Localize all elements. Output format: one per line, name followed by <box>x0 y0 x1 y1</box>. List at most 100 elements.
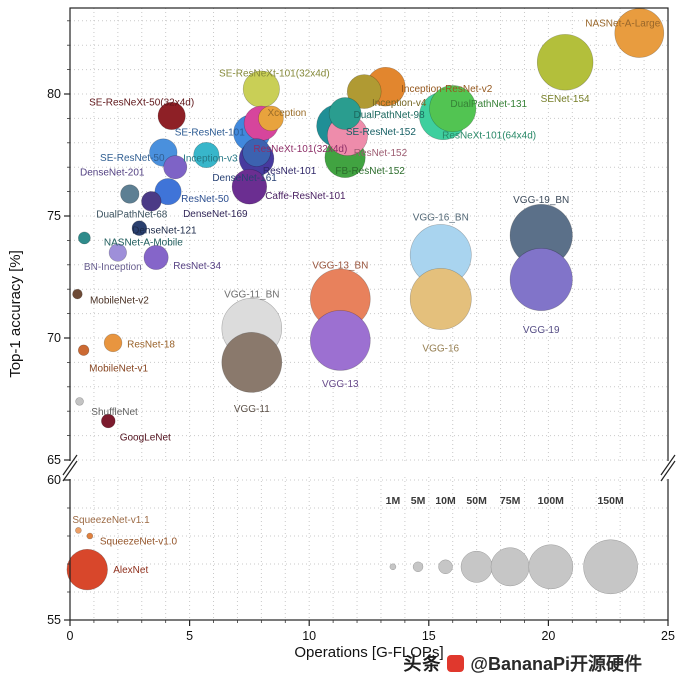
data-point-label: ResNet-18 <box>127 339 175 350</box>
data-point-bubble <box>120 184 140 204</box>
data-point-bubble <box>66 548 108 591</box>
data-point-bubble <box>72 288 83 300</box>
watermark-brand: 头条 <box>403 654 442 674</box>
y-tick-label: 80 <box>47 87 61 101</box>
data-point-label: SE-ResNet-101 <box>175 128 245 139</box>
x-tick-label: 25 <box>661 629 675 643</box>
data-point-label: ResNet-34 <box>173 261 221 272</box>
axis-break-slash <box>62 454 78 476</box>
toutiao-logo-icon <box>447 654 465 672</box>
data-point-bubble <box>163 155 188 180</box>
y-axis-title: Top-1 accuracy [%] <box>7 250 24 378</box>
data-point-label: Inception-ResNet-v2 <box>401 84 493 95</box>
data-point-label: DenseNet-201 <box>80 168 145 179</box>
legend-bubble <box>583 539 638 595</box>
y-tick-label: 70 <box>47 331 61 345</box>
legend-label: 75M <box>500 495 521 507</box>
data-point-bubble <box>157 102 186 130</box>
data-point-bubble <box>231 169 268 205</box>
axis-break-slash <box>660 454 676 476</box>
axis-break-slash <box>660 460 676 482</box>
data-point-bubble <box>193 142 220 168</box>
legend-bubble <box>389 563 397 571</box>
data-point-bubble <box>143 245 169 270</box>
watermark-handle: @BananaPi开源硬件 <box>470 654 642 674</box>
data-point-bubble <box>108 243 127 262</box>
watermark: 头条 @BananaPi开源硬件 <box>403 650 642 676</box>
data-point-label: Caffe-ResNet-101 <box>265 191 346 202</box>
data-point-label: ResNet-152 <box>354 148 408 159</box>
data-point-label: SqueezeNet-v1.0 <box>100 537 178 548</box>
legend-label: 50M <box>466 495 487 507</box>
legend-label: 150M <box>597 495 624 507</box>
legend-bubble <box>438 559 453 575</box>
data-point-label: VGG-16 <box>422 343 459 354</box>
data-point-label: SE-ResNeXt-101(32x4d) <box>219 69 330 80</box>
data-point-bubble <box>101 413 116 429</box>
data-point-bubble <box>429 85 477 133</box>
data-point-label: NASNet-A-Mobile <box>104 237 183 248</box>
legend-bubble <box>528 544 574 590</box>
y-tick-label: 65 <box>47 453 61 467</box>
data-point-label: VGG-11 <box>234 404 270 415</box>
data-point-label: Inception-v3 <box>183 154 238 165</box>
data-point-label: ResNeXt-101(64x4d) <box>442 130 536 141</box>
x-tick-label: 5 <box>186 629 193 643</box>
data-point-bubble <box>75 527 82 534</box>
data-point-label: VGG-11_BN <box>224 290 279 301</box>
axis-break-marks <box>62 454 676 482</box>
data-point-label: AlexNet <box>113 565 148 576</box>
data-point-label: NASNet-A-Large <box>585 19 660 30</box>
data-point-bubble <box>86 532 94 540</box>
x-axis-title: Operations [G-FLOPs] <box>294 644 443 661</box>
axes: 0 5 10 15 20 25 65 70 75 80 55 60 Operations [G-FLOP… <box>7 20 675 661</box>
axis-break-slash <box>62 460 78 482</box>
data-point-label: SE-ResNeXt-50(32x4d) <box>89 97 194 108</box>
y-tick-label: 60 <box>47 473 61 487</box>
legend-bubble <box>490 547 530 587</box>
data-point-label: ResNet-50 <box>181 194 229 205</box>
data-point-bubble <box>258 105 284 132</box>
data-point-label: DenseNet-121 <box>132 226 197 237</box>
data-point-label: ResNet-101 <box>263 166 317 177</box>
x-tick-label: 10 <box>302 629 316 643</box>
data-point-label: MobileNet-v1 <box>89 364 148 375</box>
data-point-bubble <box>78 231 91 245</box>
data-point-bubble <box>310 310 371 371</box>
data-point-label: SqueezeNet-v1.1 <box>72 515 150 526</box>
data-point-label: MobileNet-v2 <box>90 296 149 307</box>
data-point-label: DenseNet-169 <box>183 209 248 220</box>
data-point-label: SE-ResNet-50 <box>100 153 165 164</box>
legend-bubble <box>460 550 493 583</box>
data-point-label: DualPathNet-98 <box>354 110 426 121</box>
bubble-labels: NASNet-A-Large SENet-154 SE-ResNeXt-101(32… <box>72 19 660 577</box>
legend-label: 100M <box>538 495 565 507</box>
data-point-bubble <box>409 268 472 330</box>
data-point-label: VGG-13_BN <box>312 260 368 271</box>
bubbles <box>66 8 665 591</box>
data-point-label: DualPathNet-68 <box>96 210 168 221</box>
data-point-bubble <box>141 191 162 212</box>
data-point-bubble <box>536 34 594 91</box>
legend-label: 10M <box>435 495 456 507</box>
y-tick-label: 55 <box>47 613 61 627</box>
data-point-label: Xception <box>267 108 306 119</box>
data-point-bubble <box>131 220 148 236</box>
x-tick-label: 0 <box>67 629 74 643</box>
data-point-label: VGG-19_BN <box>513 195 569 206</box>
data-point-label: VGG-13 <box>322 379 359 390</box>
data-point-bubble <box>154 178 182 206</box>
legend-label: 1M <box>386 495 401 507</box>
data-point-label: VGG-16_BN <box>413 213 469 224</box>
data-point-label: DenseNet-161 <box>212 173 277 184</box>
data-point-label: Inception-v4 <box>372 98 427 109</box>
data-point-bubble <box>103 333 123 353</box>
data-point-bubble <box>509 247 573 311</box>
legend-label: 5M <box>411 495 426 507</box>
data-point-bubble <box>78 344 90 356</box>
data-point-label: GoogLeNet <box>120 432 171 443</box>
data-point-label: FB-ResNet-152 <box>335 166 405 177</box>
data-point-label: SENet-154 <box>541 94 590 105</box>
